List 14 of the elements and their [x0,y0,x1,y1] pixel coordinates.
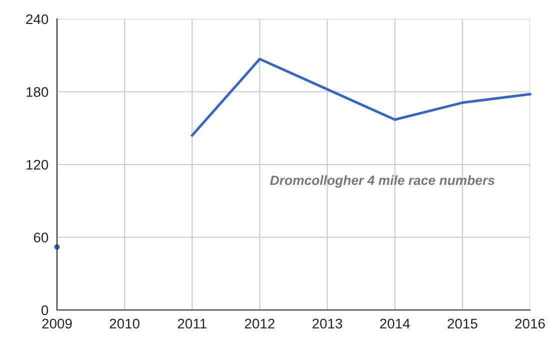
x-tick-label: 2015 [448,318,478,329]
y-tick-label: 180 [26,87,48,97]
y-tick-label: 240 [26,14,48,24]
x-tick-label: 2014 [380,318,410,329]
x-tick-label: 2011 [178,318,206,329]
y-tick-label: 120 [26,160,48,170]
x-tick-label: 2016 [515,318,545,329]
x-tick-label: 2010 [110,318,140,329]
x-tick-label: 2013 [312,318,342,329]
y-tick-label: 0 [41,305,48,316]
y-tick-label: 60 [34,232,48,242]
annotation: Dromcollogher 4 mile race numbers [270,175,495,188]
x-tick-label: 2012 [244,318,274,329]
x-tick-label: 2009 [42,318,72,329]
